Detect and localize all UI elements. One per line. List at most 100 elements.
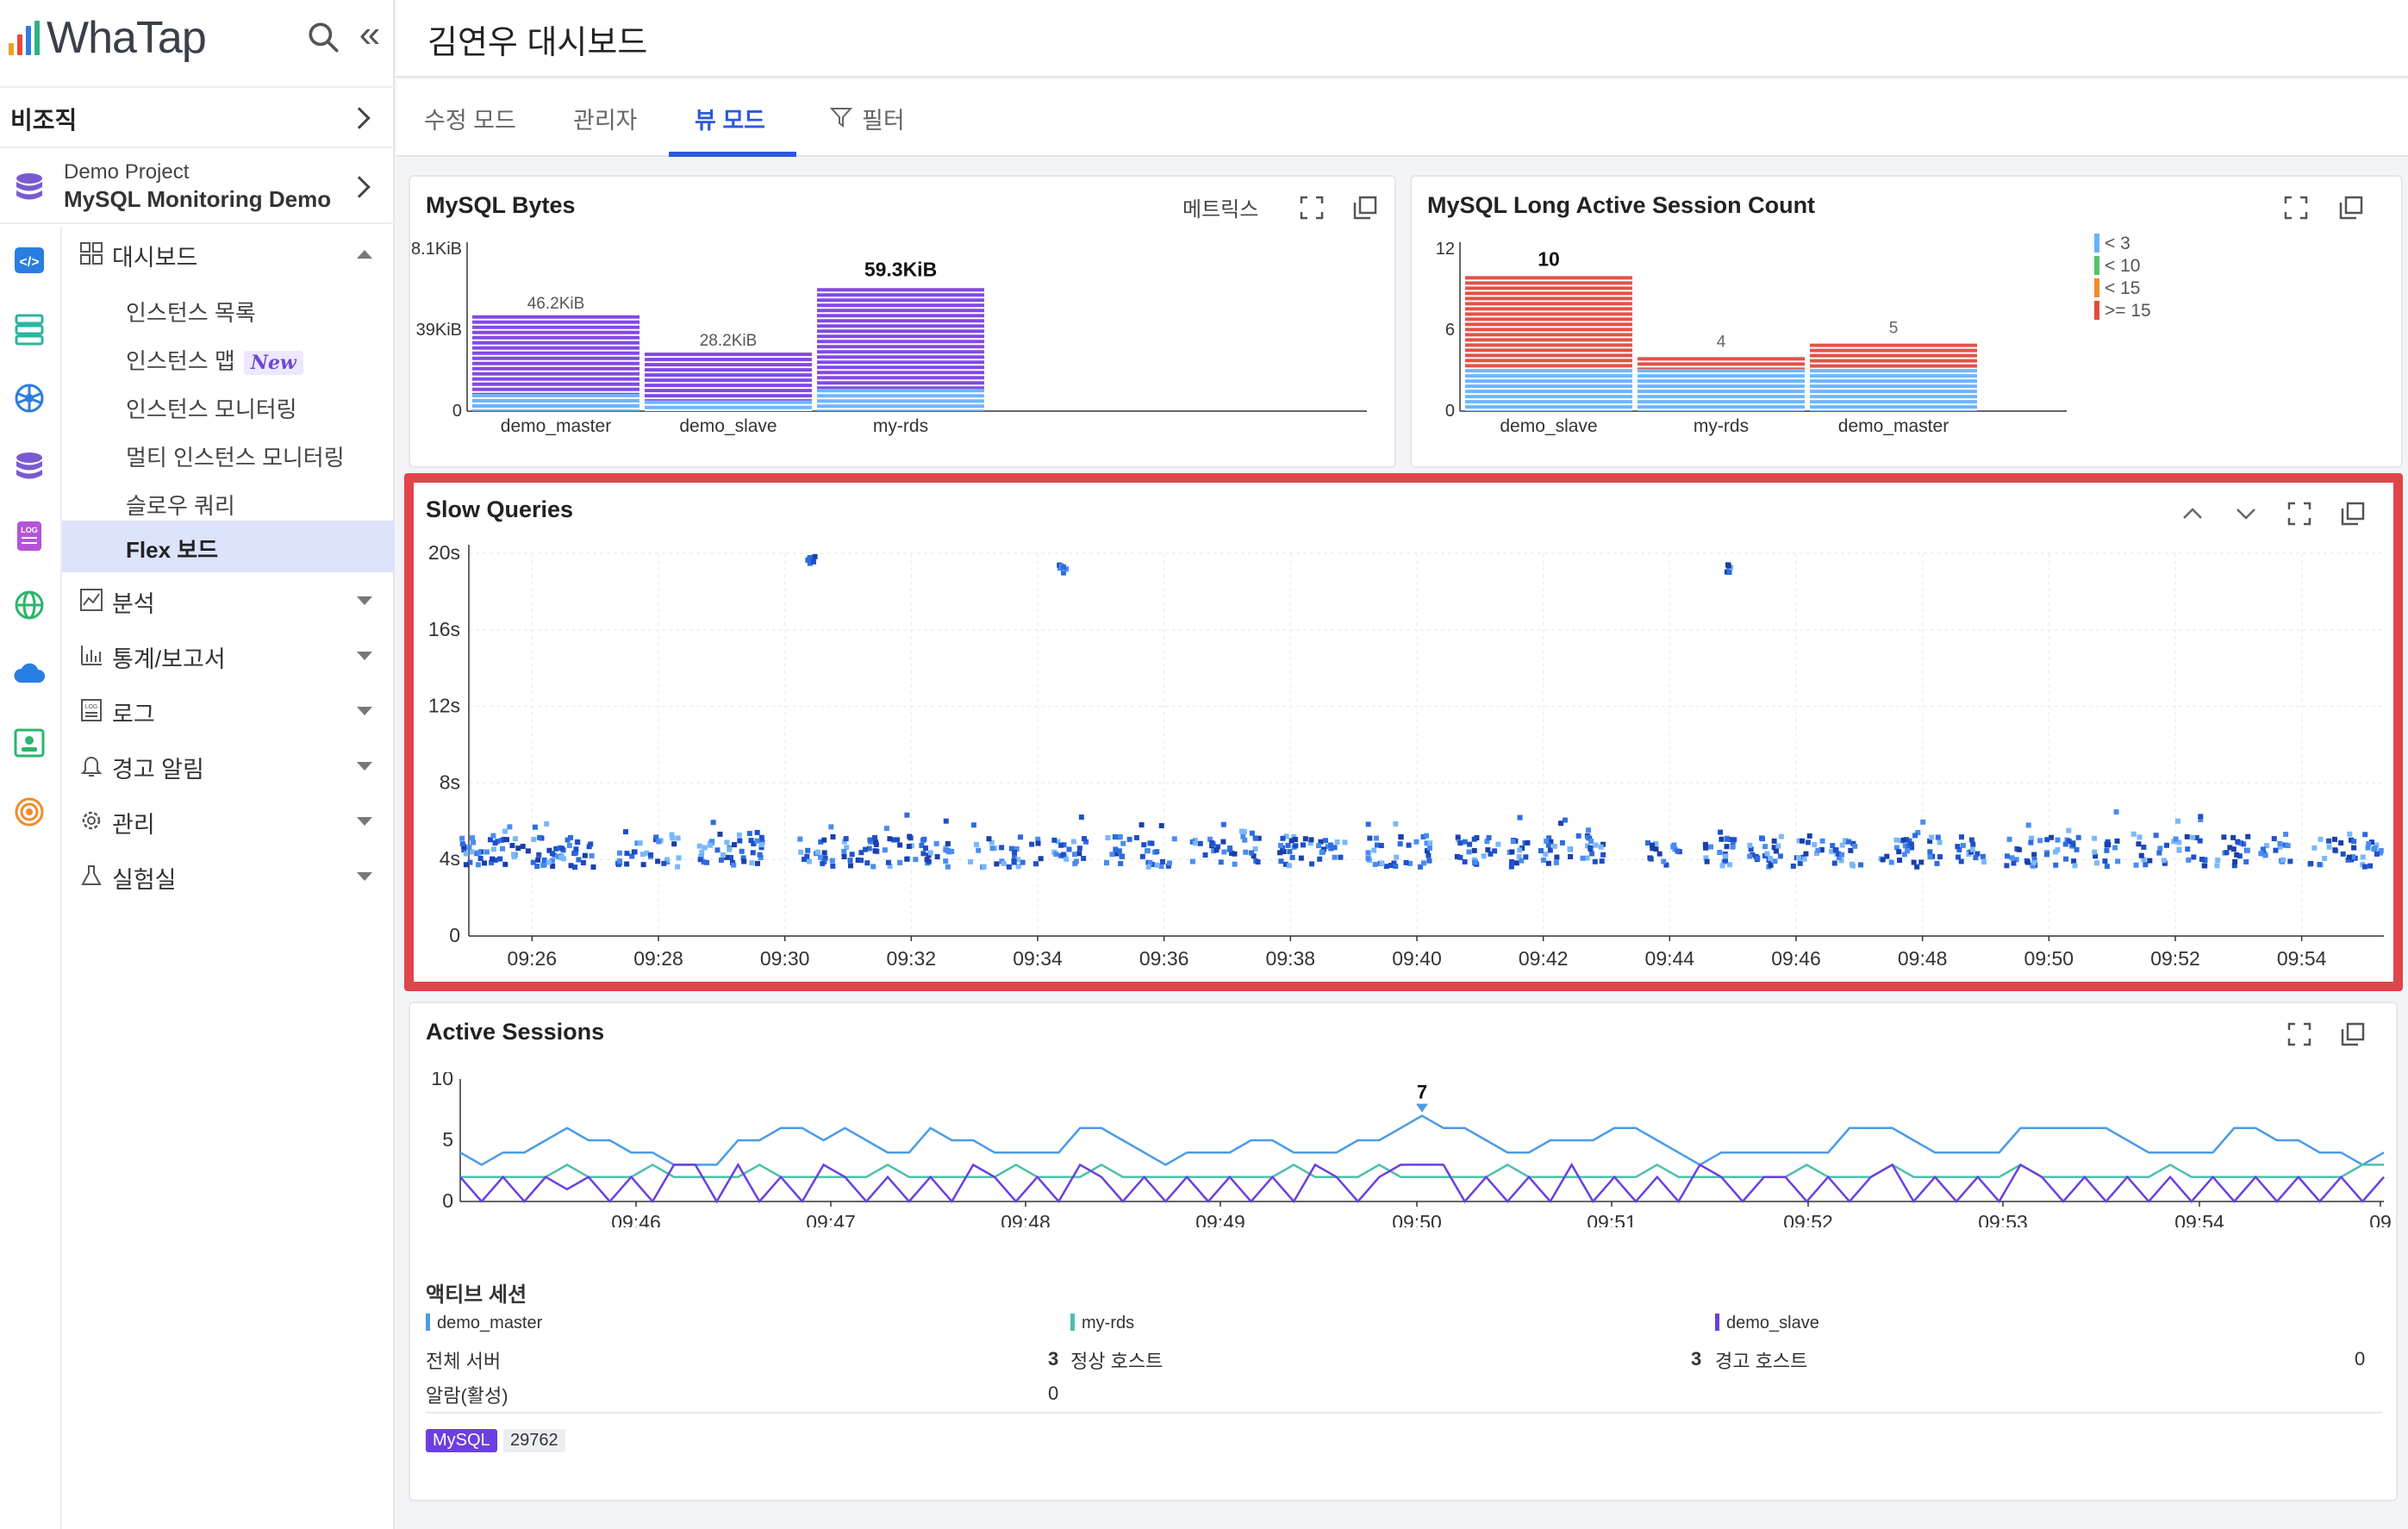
scatter-point xyxy=(906,843,912,849)
scatter-point xyxy=(981,864,987,870)
menu-analysis[interactable]: 분석 xyxy=(62,572,395,627)
log-icon[interactable]: LOG xyxy=(12,519,47,553)
scatter-point xyxy=(1118,860,1124,866)
tab-filter[interactable]: 필터 xyxy=(862,108,905,134)
network-globe-icon[interactable] xyxy=(12,588,47,622)
scatter-point xyxy=(1918,859,1925,865)
cloud-icon[interactable] xyxy=(12,657,47,691)
menu-flex-board[interactable]: Flex 보드 xyxy=(62,521,395,572)
scatter-outlier-point xyxy=(805,557,811,563)
flask-icon xyxy=(81,865,102,885)
scatter-point xyxy=(2093,860,2099,866)
scatter-point xyxy=(1901,852,1907,858)
org-selector[interactable]: 비조직 xyxy=(0,86,395,148)
popout-icon[interactable] xyxy=(2339,500,2367,527)
menu-instance-monitoring[interactable]: 인스턴스 모니터링 xyxy=(62,381,395,429)
menu-alerts[interactable]: 경고 알림 xyxy=(62,738,395,793)
scatter-point xyxy=(1750,852,1756,858)
database-icon[interactable] xyxy=(12,450,47,484)
scatter-point xyxy=(855,857,861,863)
scatter-point xyxy=(741,858,747,864)
menu-management[interactable]: 관리 xyxy=(62,793,395,848)
scatter-point xyxy=(2141,857,2147,863)
scatter-point xyxy=(470,835,476,841)
metrics-button[interactable]: 메트릭스 xyxy=(1182,198,1259,222)
popout-icon[interactable] xyxy=(2337,194,2365,222)
menu-label-text: 인스턴스 맵 xyxy=(126,348,235,374)
scatter-point xyxy=(2053,862,2059,868)
page-header: 김연우 대시보드 xyxy=(396,0,2408,78)
fullscreen-icon[interactable] xyxy=(1298,194,1326,222)
scatter-point xyxy=(1365,821,1371,827)
bar-base-demo_slave xyxy=(1465,369,1632,411)
menu-log[interactable]: LOG 로그 xyxy=(62,683,395,738)
scatter-point xyxy=(1580,855,1586,861)
scatter-point xyxy=(675,864,681,870)
scatter-point xyxy=(1588,845,1594,851)
scatter-point xyxy=(1973,855,1979,861)
whatap-logo[interactable]: WhaTap xyxy=(9,13,207,63)
menu-statistics[interactable]: 통계/보고서 xyxy=(62,627,395,683)
broadcast-icon[interactable] xyxy=(12,795,47,829)
scatter-point xyxy=(2230,846,2236,852)
scatter-point xyxy=(871,834,877,840)
scatter-point xyxy=(2147,858,2153,864)
scatter-point xyxy=(1551,843,1557,849)
tab-admin[interactable]: 관리자 xyxy=(573,108,638,134)
scatter-point xyxy=(866,846,872,852)
fullscreen-icon[interactable] xyxy=(2286,1020,2313,1048)
collapse-sidebar-icon[interactable]: « xyxy=(359,13,381,55)
menu-multi-instance-monitoring[interactable]: 멀티 인스턴스 모니터링 xyxy=(62,429,395,477)
fullscreen-icon[interactable] xyxy=(2282,194,2310,222)
scatter-point xyxy=(546,847,552,853)
project-selector[interactable]: Demo Project MySQL Monitoring Demo xyxy=(0,152,395,224)
filter-icon[interactable] xyxy=(829,105,853,129)
scatter-point xyxy=(461,844,467,850)
scatter-point xyxy=(2174,818,2180,824)
scatter-point xyxy=(818,854,824,860)
x-tick-label: 09:28 xyxy=(633,947,683,970)
bar-demo_slave xyxy=(1465,276,1632,370)
scatter-point xyxy=(714,847,721,853)
scatter-point xyxy=(1014,846,1020,852)
scatter-point xyxy=(697,857,703,863)
scatter-point xyxy=(648,852,654,858)
scatter-point xyxy=(1598,844,1604,850)
scatter-point xyxy=(1653,840,1659,846)
scatter-point xyxy=(624,861,630,867)
scatter-point xyxy=(1425,852,1432,858)
scatter-point xyxy=(549,858,555,864)
server-icon[interactable] xyxy=(12,312,47,346)
scatter-point xyxy=(525,848,531,854)
scatter-point xyxy=(2161,858,2167,864)
code-icon[interactable]: </> xyxy=(12,243,47,278)
scatter-point xyxy=(2066,827,2072,833)
scatter-point xyxy=(759,839,765,846)
menu-lab[interactable]: 실험실 xyxy=(62,848,395,903)
search-icon[interactable] xyxy=(305,19,341,55)
logo-row: WhaTap « xyxy=(0,0,395,74)
scatter-point xyxy=(1473,859,1479,865)
menu-instance-list[interactable]: 인스턴스 목록 xyxy=(62,284,395,333)
scatter-point xyxy=(492,839,498,846)
scatter-point xyxy=(2307,861,2313,867)
x-tick-label: 09:50 xyxy=(1392,1211,1442,1227)
menu-label: 통계/보고서 xyxy=(112,646,226,672)
popout-icon[interactable] xyxy=(2339,1020,2367,1048)
scatter-point xyxy=(676,855,682,861)
chevron-down-icon[interactable] xyxy=(2232,500,2260,527)
popout-icon[interactable] xyxy=(1351,194,1379,222)
menu-dashboard[interactable]: 대시보드 xyxy=(62,226,395,281)
menu-label: 대시보드 xyxy=(112,245,198,271)
user-monitoring-icon[interactable] xyxy=(12,726,47,760)
menu-slow-query[interactable]: 슬로우 쿼리 xyxy=(62,477,395,526)
tab-view-mode[interactable]: 뷰 모드 xyxy=(695,108,766,134)
scatter-point xyxy=(1215,844,1221,850)
fullscreen-icon[interactable] xyxy=(2286,500,2313,527)
scatter-point xyxy=(1771,845,1777,851)
kubernetes-icon[interactable] xyxy=(12,381,47,415)
tab-edit-mode[interactable]: 수정 모드 xyxy=(424,108,516,134)
scatter-point xyxy=(1081,855,1087,861)
menu-instance-map[interactable]: 인스턴스 맵 New xyxy=(62,333,395,381)
chevron-up-icon[interactable] xyxy=(2179,500,2206,527)
